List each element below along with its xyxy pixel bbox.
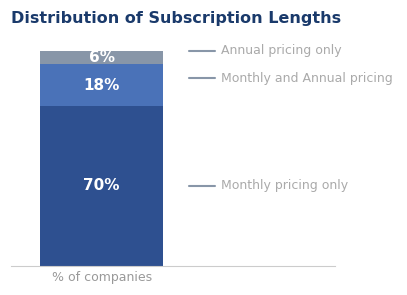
Bar [40, 65, 163, 106]
Bar [40, 51, 163, 65]
Text: Distribution of Subscription Lengths: Distribution of Subscription Lengths [11, 11, 341, 26]
Text: Monthly and Annual pricing: Monthly and Annual pricing [221, 72, 393, 85]
Bar [40, 106, 163, 266]
Text: Monthly pricing only: Monthly pricing only [221, 179, 348, 192]
Text: 70%: 70% [83, 178, 120, 193]
Text: 18%: 18% [83, 78, 120, 93]
Text: Annual pricing only: Annual pricing only [221, 44, 342, 57]
Text: 6%: 6% [89, 50, 115, 65]
